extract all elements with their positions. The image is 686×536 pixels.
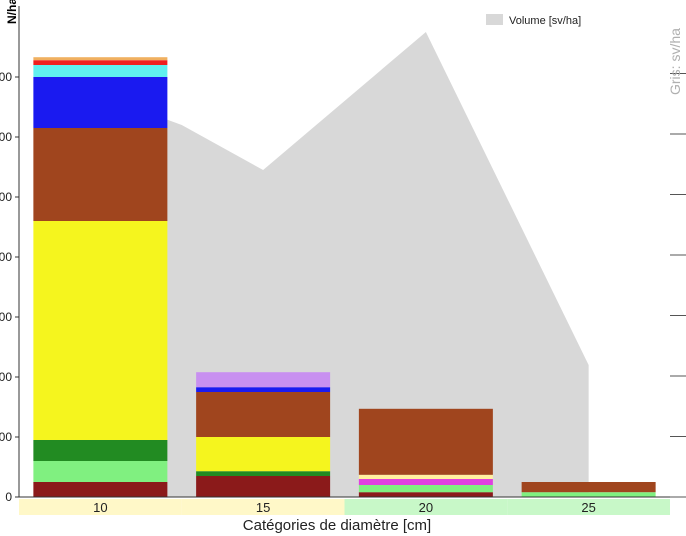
volume-area-shape [100, 32, 589, 497]
y-tick-label: 00 [0, 250, 12, 264]
bar-segment-20-0 [358, 492, 493, 497]
y-tick-label: 0 [5, 490, 12, 504]
category-label-10: 10 [93, 500, 107, 515]
category-label-20: 20 [419, 500, 433, 515]
bar-segment-20-5 [358, 474, 493, 479]
bar-segment-15-6 [196, 392, 331, 437]
y-tick-label: 00 [0, 130, 12, 144]
bar-segment-20-1 [358, 485, 493, 493]
x-axis-title: Catégories de diamètre [cm] [243, 517, 431, 534]
bar-segment-10-3 [33, 221, 168, 440]
y-tick-label: 00 [0, 430, 12, 444]
category-label-25: 25 [581, 500, 595, 515]
bar-segment-10-6 [33, 128, 168, 221]
category-label-15: 15 [256, 500, 270, 515]
category-band-15 [181, 499, 345, 515]
bar-segment-20-6 [358, 408, 493, 475]
y-tick-label: 00 [0, 70, 12, 84]
bar-segment-10-2 [33, 440, 168, 461]
legend: Volume [sv/ha] [486, 14, 581, 27]
right-axis-title: Gris: sv/ha [667, 28, 683, 95]
bar-segment-15-7 [196, 387, 331, 392]
category-band-20 [344, 499, 508, 515]
bar-segment-15-0 [196, 476, 331, 497]
legend-swatch-volume [486, 14, 503, 25]
bar-segment-15-3 [196, 437, 331, 472]
bar-segment-25-1 [521, 492, 656, 497]
bar-segment-10-1 [33, 461, 168, 482]
bar-segment-10-7 [33, 77, 168, 128]
bar-segment-10-0 [33, 482, 168, 497]
bar-segment-15-8 [196, 372, 331, 388]
category-band-10 [19, 499, 182, 515]
y-tick-label: 00 [0, 370, 12, 384]
legend-label-volume: Volume [sv/ha] [509, 15, 581, 27]
bar-segment-25-6 [521, 482, 656, 493]
category-bands [19, 499, 670, 515]
category-labels: 10 15 20 25 [93, 500, 596, 515]
bar-segment-10-9 [33, 65, 168, 77]
volume-area [100, 32, 589, 497]
y-tick-label: 00 [0, 310, 12, 324]
bar-segment-10-11 [33, 57, 168, 61]
bar-segment-15-2 [196, 471, 331, 476]
bar-segment-10-10 [33, 60, 168, 65]
axes [18, 6, 686, 498]
bar-segment-20-4 [358, 479, 493, 485]
y-tick-label: 00 [0, 190, 12, 204]
y-axis-title: N/ha [5, 0, 19, 24]
category-band-25 [507, 499, 670, 515]
stacked-bars [33, 57, 656, 497]
